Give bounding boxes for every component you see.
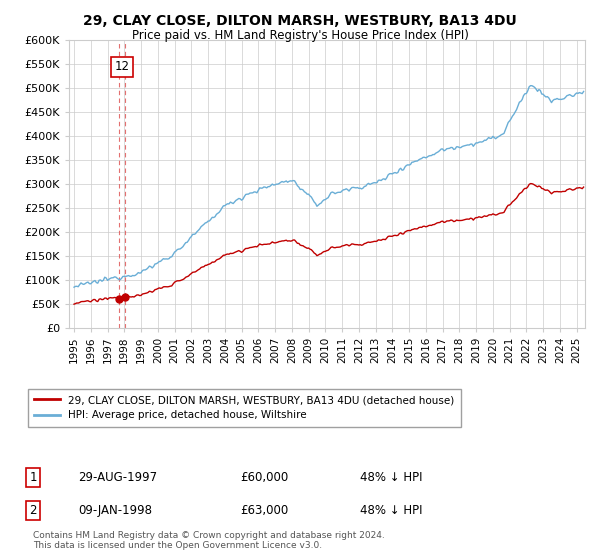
Text: 2: 2 (29, 504, 37, 517)
Text: 1: 1 (29, 470, 37, 484)
Text: 29-AUG-1997: 29-AUG-1997 (78, 470, 157, 484)
Text: 48% ↓ HPI: 48% ↓ HPI (360, 504, 422, 517)
Text: £60,000: £60,000 (240, 470, 288, 484)
Legend: 29, CLAY CLOSE, DILTON MARSH, WESTBURY, BA13 4DU (detached house), HPI: Average : 29, CLAY CLOSE, DILTON MARSH, WESTBURY, … (28, 389, 461, 427)
Text: Contains HM Land Registry data © Crown copyright and database right 2024.
This d: Contains HM Land Registry data © Crown c… (33, 530, 385, 550)
Text: Price paid vs. HM Land Registry's House Price Index (HPI): Price paid vs. HM Land Registry's House … (131, 29, 469, 42)
Text: £63,000: £63,000 (240, 504, 288, 517)
Point (114, 295, 124, 304)
Text: 29, CLAY CLOSE, DILTON MARSH, WESTBURY, BA13 4DU: 29, CLAY CLOSE, DILTON MARSH, WESTBURY, … (83, 14, 517, 28)
Text: 09-JAN-1998: 09-JAN-1998 (78, 504, 152, 517)
Text: 48% ↓ HPI: 48% ↓ HPI (360, 470, 422, 484)
Point (120, 293, 130, 302)
Text: 12: 12 (114, 60, 129, 73)
